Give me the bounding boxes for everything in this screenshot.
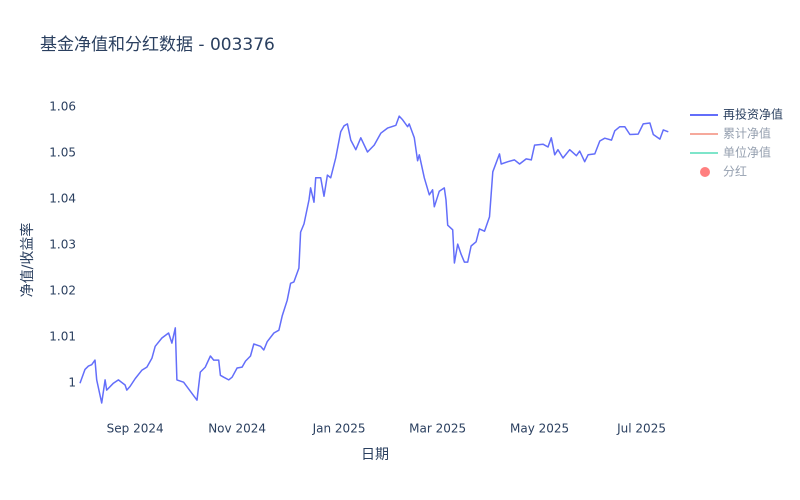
x-tick-label: Mar 2025: [409, 422, 466, 436]
x-tick-label: Sep 2024: [107, 422, 164, 436]
y-tick-label: 1.03: [49, 238, 76, 252]
y-tick-label: 1.05: [49, 145, 76, 159]
y-tick-label: 1.04: [49, 191, 76, 205]
legend-label: 分红: [723, 164, 747, 179]
series-line: [79, 115, 669, 404]
y-tick-label: 1.02: [49, 284, 76, 298]
chart-title: 基金净值和分红数据 - 003376: [40, 35, 275, 55]
legend-label: 单位净值: [723, 145, 771, 160]
y-tick-label: 1.06: [49, 99, 76, 113]
x-tick-label: Jan 2025: [312, 422, 366, 436]
x-tick-label: Jul 2025: [616, 422, 666, 436]
x-axis-title: 日期: [361, 447, 389, 463]
legend-label: 累计净值: [723, 126, 771, 141]
y-axis-title: 净值/收益率: [19, 223, 36, 298]
y-tick-label: 1: [68, 376, 76, 390]
y-tick-label: 1.01: [49, 330, 76, 344]
legend-marker: [700, 167, 710, 177]
x-tick-label: Nov 2024: [208, 422, 266, 436]
x-tick-label: May 2025: [510, 422, 569, 436]
legend-label: 再投资净值: [723, 107, 783, 122]
